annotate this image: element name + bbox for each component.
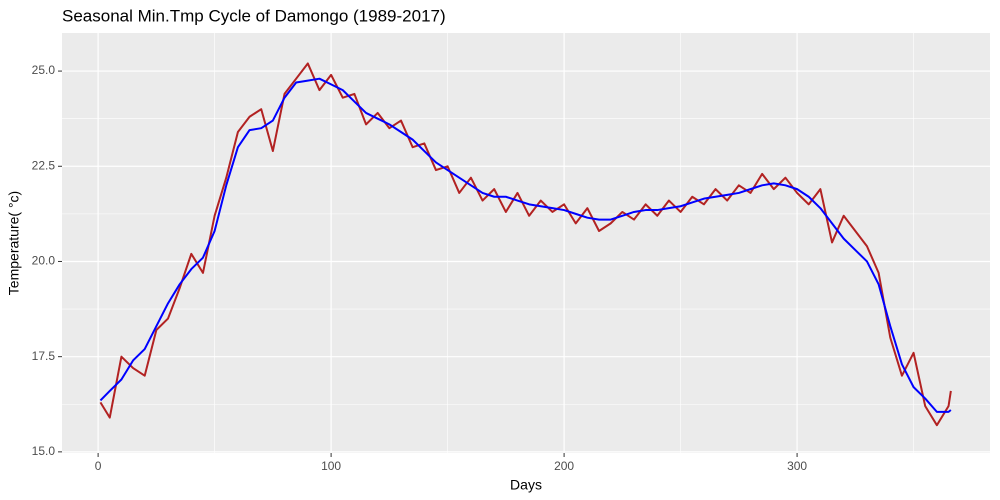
y-tick-label: 25.0 [32, 63, 56, 77]
x-axis-label: Days [510, 477, 542, 493]
series-line [99, 77, 952, 413]
x-tick-label: 200 [554, 459, 574, 473]
x-tick-label: 0 [95, 459, 102, 473]
plot-panel [62, 33, 990, 453]
x-tick-label: 100 [321, 459, 341, 473]
y-tick-label: 22.5 [32, 158, 56, 172]
series-line [99, 62, 952, 427]
y-tick-label: 17.5 [32, 349, 56, 363]
y-tick-label: 20.0 [32, 254, 56, 268]
chart-title: Seasonal Min.Tmp Cycle of Damongo (1989-… [62, 6, 446, 25]
y-axis-label: Temperature( °c) [6, 191, 22, 295]
x-tick-label: 300 [787, 459, 807, 473]
y-tick-label: 15.0 [32, 444, 56, 458]
